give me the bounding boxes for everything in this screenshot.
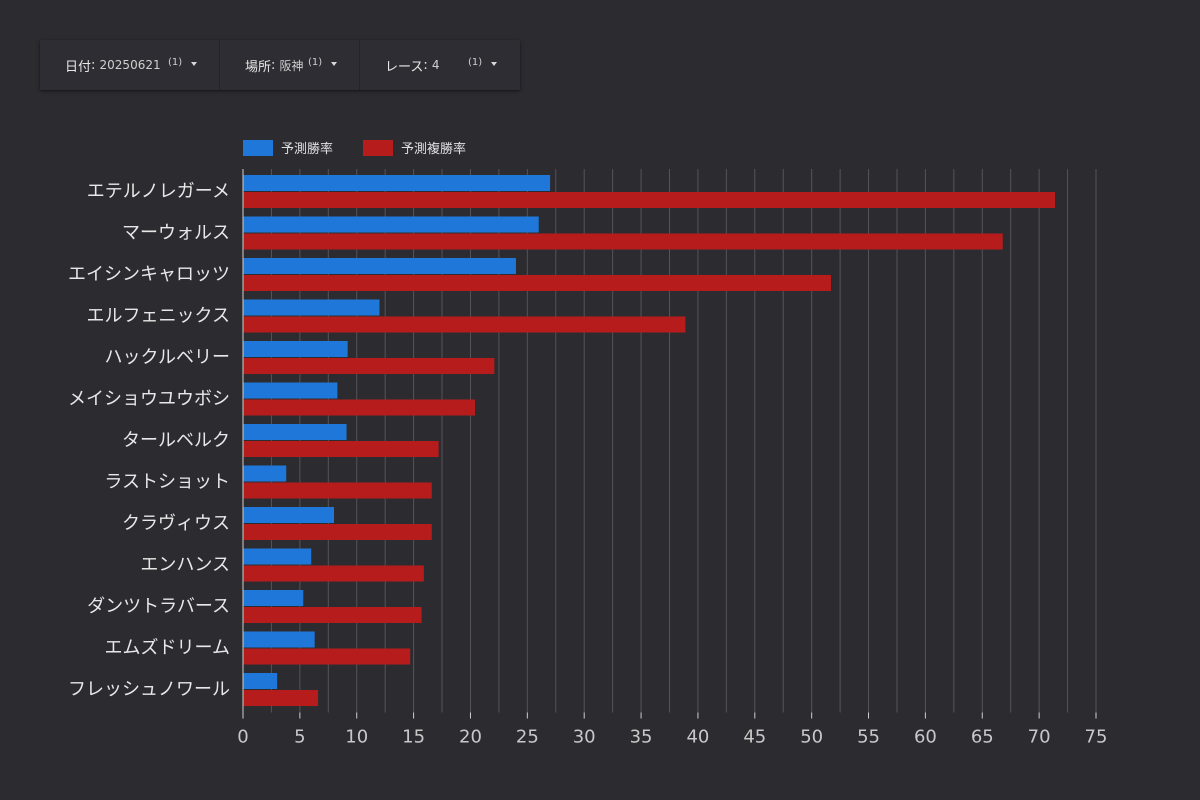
chevron-down-icon [491,62,497,66]
legend-swatch [363,140,393,156]
venue-filter[interactable]: 場所: 阪神 (1) [220,40,360,90]
date-filter-label: 日付 [65,59,92,75]
bar-place [243,565,424,582]
bar-win [243,465,287,482]
bar-place [243,233,1003,250]
x-tick-label: 40 [686,727,709,748]
bar-place [243,690,319,706]
category-label: クラヴィウス [122,513,230,534]
bar-win [243,507,334,523]
chevron-down-icon [191,62,197,66]
x-tick-label: 30 [573,727,596,748]
bar-place [243,192,1056,208]
x-tick-label: 5 [294,727,305,748]
x-tick-label: 45 [743,727,766,748]
date-filter-count: (1) [168,57,183,68]
bar-win [243,341,348,357]
venue-filter-value: 阪神 [279,58,304,73]
category-label: メイショウユウボシ [68,389,230,410]
date-filter-value: 20250621 [99,58,161,72]
bar-win [243,382,338,399]
bar-win [243,673,278,689]
chevron-down-icon [331,62,337,66]
category-label: マーウォルス [122,223,230,244]
x-tick-label: 25 [516,727,539,748]
bar-win [243,631,315,648]
category-label: エイシンキャロッツ [68,264,230,285]
venue-filter-count: (1) [308,57,323,68]
bar-place [243,441,439,457]
x-tick-label: 35 [630,727,653,748]
race-filter[interactable]: レース: 4 (1) [360,40,520,90]
x-tick-label: 55 [857,727,880,748]
bar-win [243,216,539,233]
bar-place [243,648,411,665]
x-tick-label: 10 [345,727,368,748]
bar-win [243,175,551,191]
x-tick-label: 60 [914,727,937,748]
legend-swatch [243,140,273,156]
category-label: エテルノレガーメ [87,181,230,202]
x-tick-label: 50 [800,727,823,748]
race-filter-label: レース [385,59,424,75]
category-label: フレッシュノワール [68,679,230,700]
x-tick-label: 75 [1085,727,1108,748]
x-tick-label: 15 [402,727,425,748]
bar-place [243,482,432,499]
bar-win [243,548,312,565]
bar-win [243,299,380,316]
x-tick-label: 65 [971,727,994,748]
category-label: ハックルベリー [105,347,230,368]
category-label: ダンツトラバース [87,596,230,617]
race-filter-count: (1) [468,57,483,68]
category-label: エムズドリーム [105,638,230,659]
bar-place [243,358,495,374]
category-label: エルフェニックス [87,306,230,327]
x-tick-label: 0 [237,727,248,748]
category-label: ラストショット [104,472,230,493]
bar-place [243,607,422,623]
bar-place [243,399,476,416]
legend-label: 予測勝率 [281,141,333,157]
bar-place [243,316,686,333]
legend-label: 予測複勝率 [401,141,466,157]
race-filter-value: 4 [431,58,440,72]
category-label: エンハンス [140,555,230,576]
x-tick-label: 20 [459,727,482,748]
x-tick-label: 70 [1028,727,1051,748]
bar-win [243,590,304,606]
bar-win [243,258,516,274]
category-label: タールベルク [122,430,230,451]
bar-win [243,424,347,440]
date-filter[interactable]: 日付: 20250621 (1) [40,40,220,90]
bar-place [243,275,832,291]
venue-filter-label: 場所 [245,59,272,75]
filter-bar: 日付: 20250621 (1) 場所: 阪神 (1) レース: 4 (1) [40,40,520,90]
bar-place [243,524,432,540]
